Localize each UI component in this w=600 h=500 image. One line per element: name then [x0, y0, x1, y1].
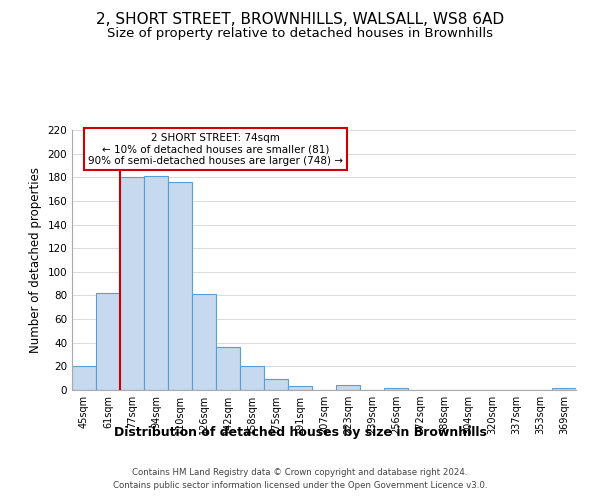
Bar — [336, 386, 360, 390]
Bar — [216, 348, 240, 390]
Text: 2 SHORT STREET: 74sqm
← 10% of detached houses are smaller (81)
90% of semi-deta: 2 SHORT STREET: 74sqm ← 10% of detached … — [88, 132, 343, 166]
Bar — [240, 366, 264, 390]
Bar — [120, 178, 144, 390]
Bar — [144, 176, 168, 390]
Bar — [72, 366, 96, 390]
Text: 2, SHORT STREET, BROWNHILLS, WALSALL, WS8 6AD: 2, SHORT STREET, BROWNHILLS, WALSALL, WS… — [96, 12, 504, 28]
Text: Size of property relative to detached houses in Brownhills: Size of property relative to detached ho… — [107, 28, 493, 40]
Y-axis label: Number of detached properties: Number of detached properties — [29, 167, 42, 353]
Bar — [264, 380, 288, 390]
Text: Distribution of detached houses by size in Brownhills: Distribution of detached houses by size … — [113, 426, 487, 439]
Text: Contains public sector information licensed under the Open Government Licence v3: Contains public sector information licen… — [113, 480, 487, 490]
Bar — [96, 293, 120, 390]
Bar — [168, 182, 192, 390]
Text: Contains HM Land Registry data © Crown copyright and database right 2024.: Contains HM Land Registry data © Crown c… — [132, 468, 468, 477]
Bar — [192, 294, 216, 390]
Bar — [552, 388, 576, 390]
Bar — [384, 388, 408, 390]
Bar — [288, 386, 312, 390]
